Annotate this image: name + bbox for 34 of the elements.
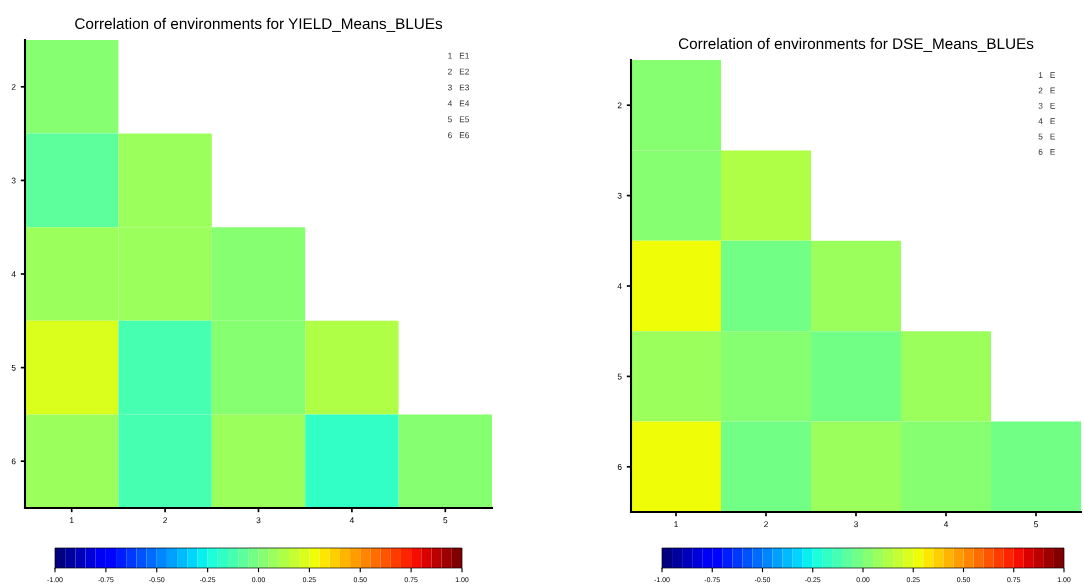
y-tick-label: 2 <box>11 84 16 90</box>
y-tick-label: 4 <box>617 283 622 290</box>
annotation: 4 E4 <box>447 100 470 107</box>
x-tick-label: 2 <box>163 517 167 524</box>
chart-title: Correlation of environments for YIELD_Means_BLUEs <box>75 17 443 32</box>
annotation: 3 E3 <box>447 84 470 91</box>
annotation: 5 E5 <box>447 116 470 123</box>
chart-title: Correlation of environments for DSE_Means_BLUEs <box>678 37 1034 52</box>
y-tick-label: 3 <box>11 177 16 184</box>
x-tick-label: 4 <box>349 517 354 524</box>
y-tick-label: 6 <box>11 458 16 465</box>
x-tick-label: 3 <box>256 517 261 524</box>
y-tick-label: 5 <box>617 373 622 380</box>
annotation: 4 E <box>1038 118 1056 125</box>
y-tick-label: 6 <box>617 464 622 470</box>
x-tick-label: 1 <box>674 521 678 528</box>
y-tick-label: 2 <box>617 102 622 109</box>
annotation: 5 E <box>1038 133 1056 140</box>
annotation: 2 E <box>1038 87 1056 94</box>
annotation: 2 E2 <box>448 68 469 75</box>
x-tick-label: 2 <box>764 521 768 528</box>
annotation: 6 E6 <box>448 132 470 139</box>
x-tick-label: 1 <box>70 517 74 524</box>
y-tick-label: 3 <box>617 192 622 199</box>
annotation: 3 E <box>1038 102 1056 109</box>
x-tick-label: 5 <box>1034 521 1038 528</box>
y-tick-label: 4 <box>11 271 16 278</box>
annotation: 1 E1 <box>448 52 469 59</box>
annotation: 1 E <box>1038 72 1056 78</box>
x-tick-label: 4 <box>943 521 949 528</box>
y-tick-label: 5 <box>11 364 16 371</box>
x-tick-label: 3 <box>854 521 858 528</box>
x-tick-label: 5 <box>443 517 448 524</box>
annotation: 6 E <box>1038 149 1056 155</box>
